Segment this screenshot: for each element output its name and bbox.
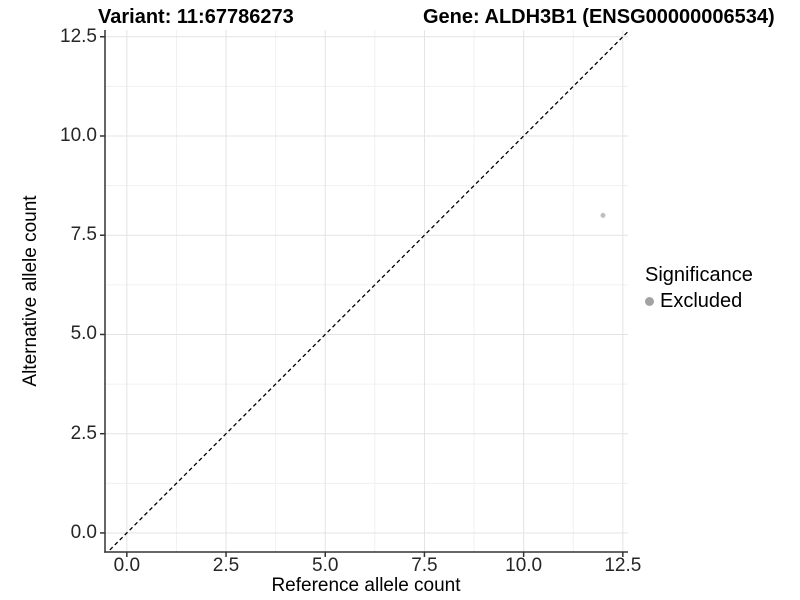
x-tick-label: 0.0 — [113, 555, 141, 576]
excluded-point-icon — [645, 297, 654, 306]
data-point — [600, 212, 606, 218]
y-tick-label: 7.5 — [70, 224, 97, 246]
x-tick-label: 7.5 — [411, 555, 438, 576]
y-tick-label: 2.5 — [70, 422, 97, 444]
y-tick-label: 0.0 — [70, 521, 97, 543]
gene-title: Gene: ALDH3B1 (ENSG00000006534) — [423, 6, 775, 28]
y-tick-label: 10.0 — [60, 124, 97, 146]
x-tick-label: 2.5 — [212, 555, 240, 576]
x-tick-label: 5.0 — [312, 555, 339, 576]
legend-title: Significance — [645, 264, 753, 286]
y-axis-title: Alternative allele count — [20, 195, 41, 387]
legend: Significance Excluded — [645, 264, 753, 313]
variant-title: Variant: 11:67786273 — [98, 6, 294, 28]
legend-item-label: Excluded — [660, 290, 743, 312]
y-tick-label: 12.5 — [60, 25, 97, 47]
x-tick-label: 12.5 — [604, 555, 642, 576]
y-tick-label: 5.0 — [70, 323, 97, 345]
legend-item-excluded: Excluded — [645, 290, 753, 313]
x-tick-label: 10.0 — [505, 555, 543, 576]
identity-dashed-line — [106, 30, 628, 552]
x-axis-title: Reference allele count — [271, 575, 461, 596]
